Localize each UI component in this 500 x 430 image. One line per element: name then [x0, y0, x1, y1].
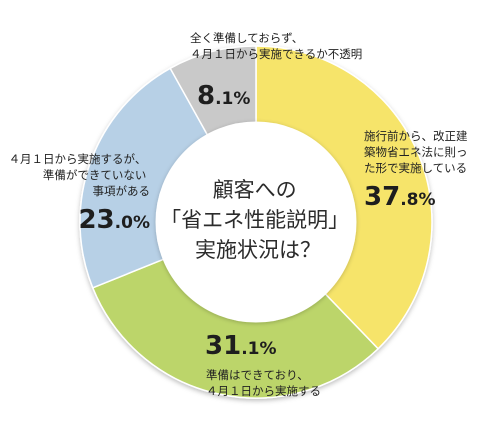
slice-value-label: 23.0%: [78, 205, 150, 235]
chart-title-line: 顧客への: [213, 178, 297, 202]
slice-label: 全く準備しておらず、 ４月１日から実施できるか不透明: [190, 31, 362, 61]
donut-hole: [155, 121, 357, 323]
slice-label-group: 全く準備しておらず、 ４月１日から実施できるか不透明 8.1%: [190, 31, 362, 111]
slice-value-label: 37.8%: [364, 182, 436, 212]
slice-label: 準備はできており、 ４月１日から実施する: [206, 368, 321, 398]
slice-label-group: ４月１日から実施するが、 準備ができていない 事項がある 23.0%: [9, 152, 150, 235]
slice-label: 施行前から、改正建 築物省エネ法に則っ た形で実施している: [364, 129, 471, 175]
chart-title: 顧客への 「省エネ性能説明」 実施状況は？: [160, 178, 356, 262]
chart-title-line: 実施状況は？: [195, 238, 321, 262]
slice-value-label: 8.1%: [197, 81, 250, 111]
slice-value-label: 31.1%: [205, 331, 277, 361]
slice-label-group: 31.1% 準備はできており、 ４月１日から実施する: [205, 331, 321, 398]
chart-title-line: 「省エネ性能説明」: [160, 208, 349, 232]
slice-label-group: 施行前から、改正建 築物省エネ法に則っ た形で実施している 37.8%: [364, 129, 471, 212]
slice-label: ４月１日から実施するが、 準備ができていない 事項がある: [9, 152, 150, 198]
